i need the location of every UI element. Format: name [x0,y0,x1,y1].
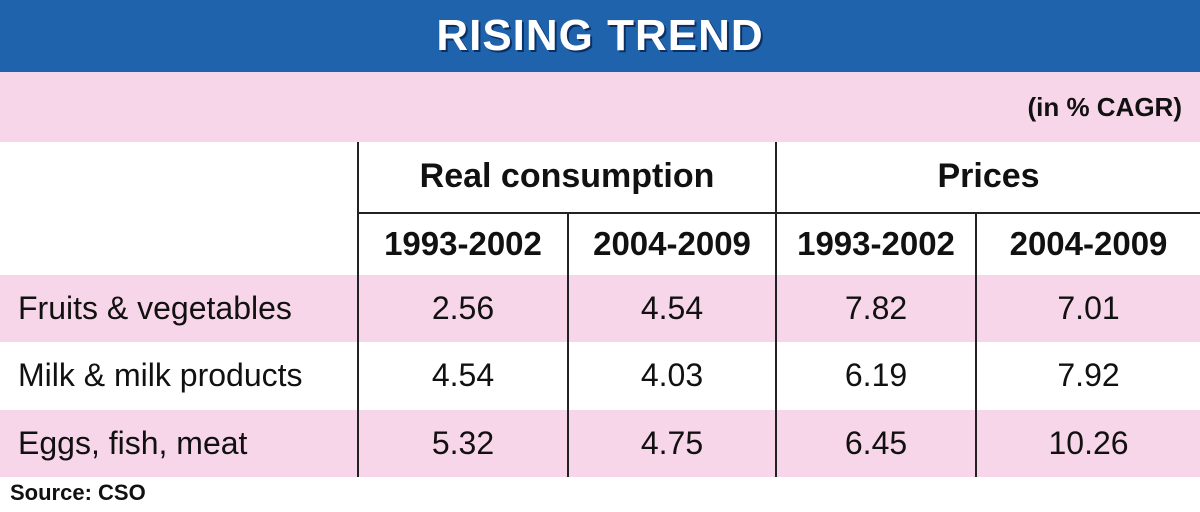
value-cell: 7.82 [775,274,977,343]
group-header-real-consumption: Real consumption [356,142,777,214]
value-cell: 4.03 [566,342,777,410]
unit-note: (in % CAGR) [1027,92,1182,122]
unit-band: (in % CAGR) [0,72,1200,142]
group-header-row: Real consumption Prices [0,142,1200,214]
title-banner: RISING TREND [0,0,1200,72]
source-note: Source: CSO [10,480,146,505]
value-cell: 7.01 [975,274,1200,343]
period-header: 1993-2002 [357,212,568,275]
row-label: Eggs, fish, meat [0,409,358,477]
value-cell: 6.45 [775,409,977,477]
value-cell: 4.54 [566,274,777,343]
value-cell: 6.19 [775,342,977,410]
period-header: 2004-2009 [566,212,777,275]
period-header: 2004-2009 [975,212,1200,275]
corner-cell [0,212,358,275]
period-header-row: 1993-2002 2004-2009 1993-2002 2004-2009 [0,212,1200,275]
row-label: Milk & milk products [0,342,358,410]
value-cell: 7.92 [975,342,1200,410]
row-label: Fruits & vegetables [0,274,358,343]
value-cell: 10.26 [975,409,1200,477]
corner-cell [0,142,358,213]
value-cell: 2.56 [357,274,568,343]
table-row: Fruits & vegetables 2.56 4.54 7.82 7.01 [0,274,1200,343]
chart-title: RISING TREND [436,11,764,60]
period-header: 1993-2002 [775,212,977,275]
value-cell: 4.54 [357,342,568,410]
value-cell: 5.32 [357,409,568,477]
cagr-table: Real consumption Prices 1993-2002 2004-2… [0,142,1200,477]
table-row: Eggs, fish, meat 5.32 4.75 6.45 10.26 [0,409,1200,477]
value-cell: 4.75 [566,409,777,477]
table-row: Milk & milk products 4.54 4.03 6.19 7.92 [0,342,1200,410]
group-header-prices: Prices [775,142,1200,214]
